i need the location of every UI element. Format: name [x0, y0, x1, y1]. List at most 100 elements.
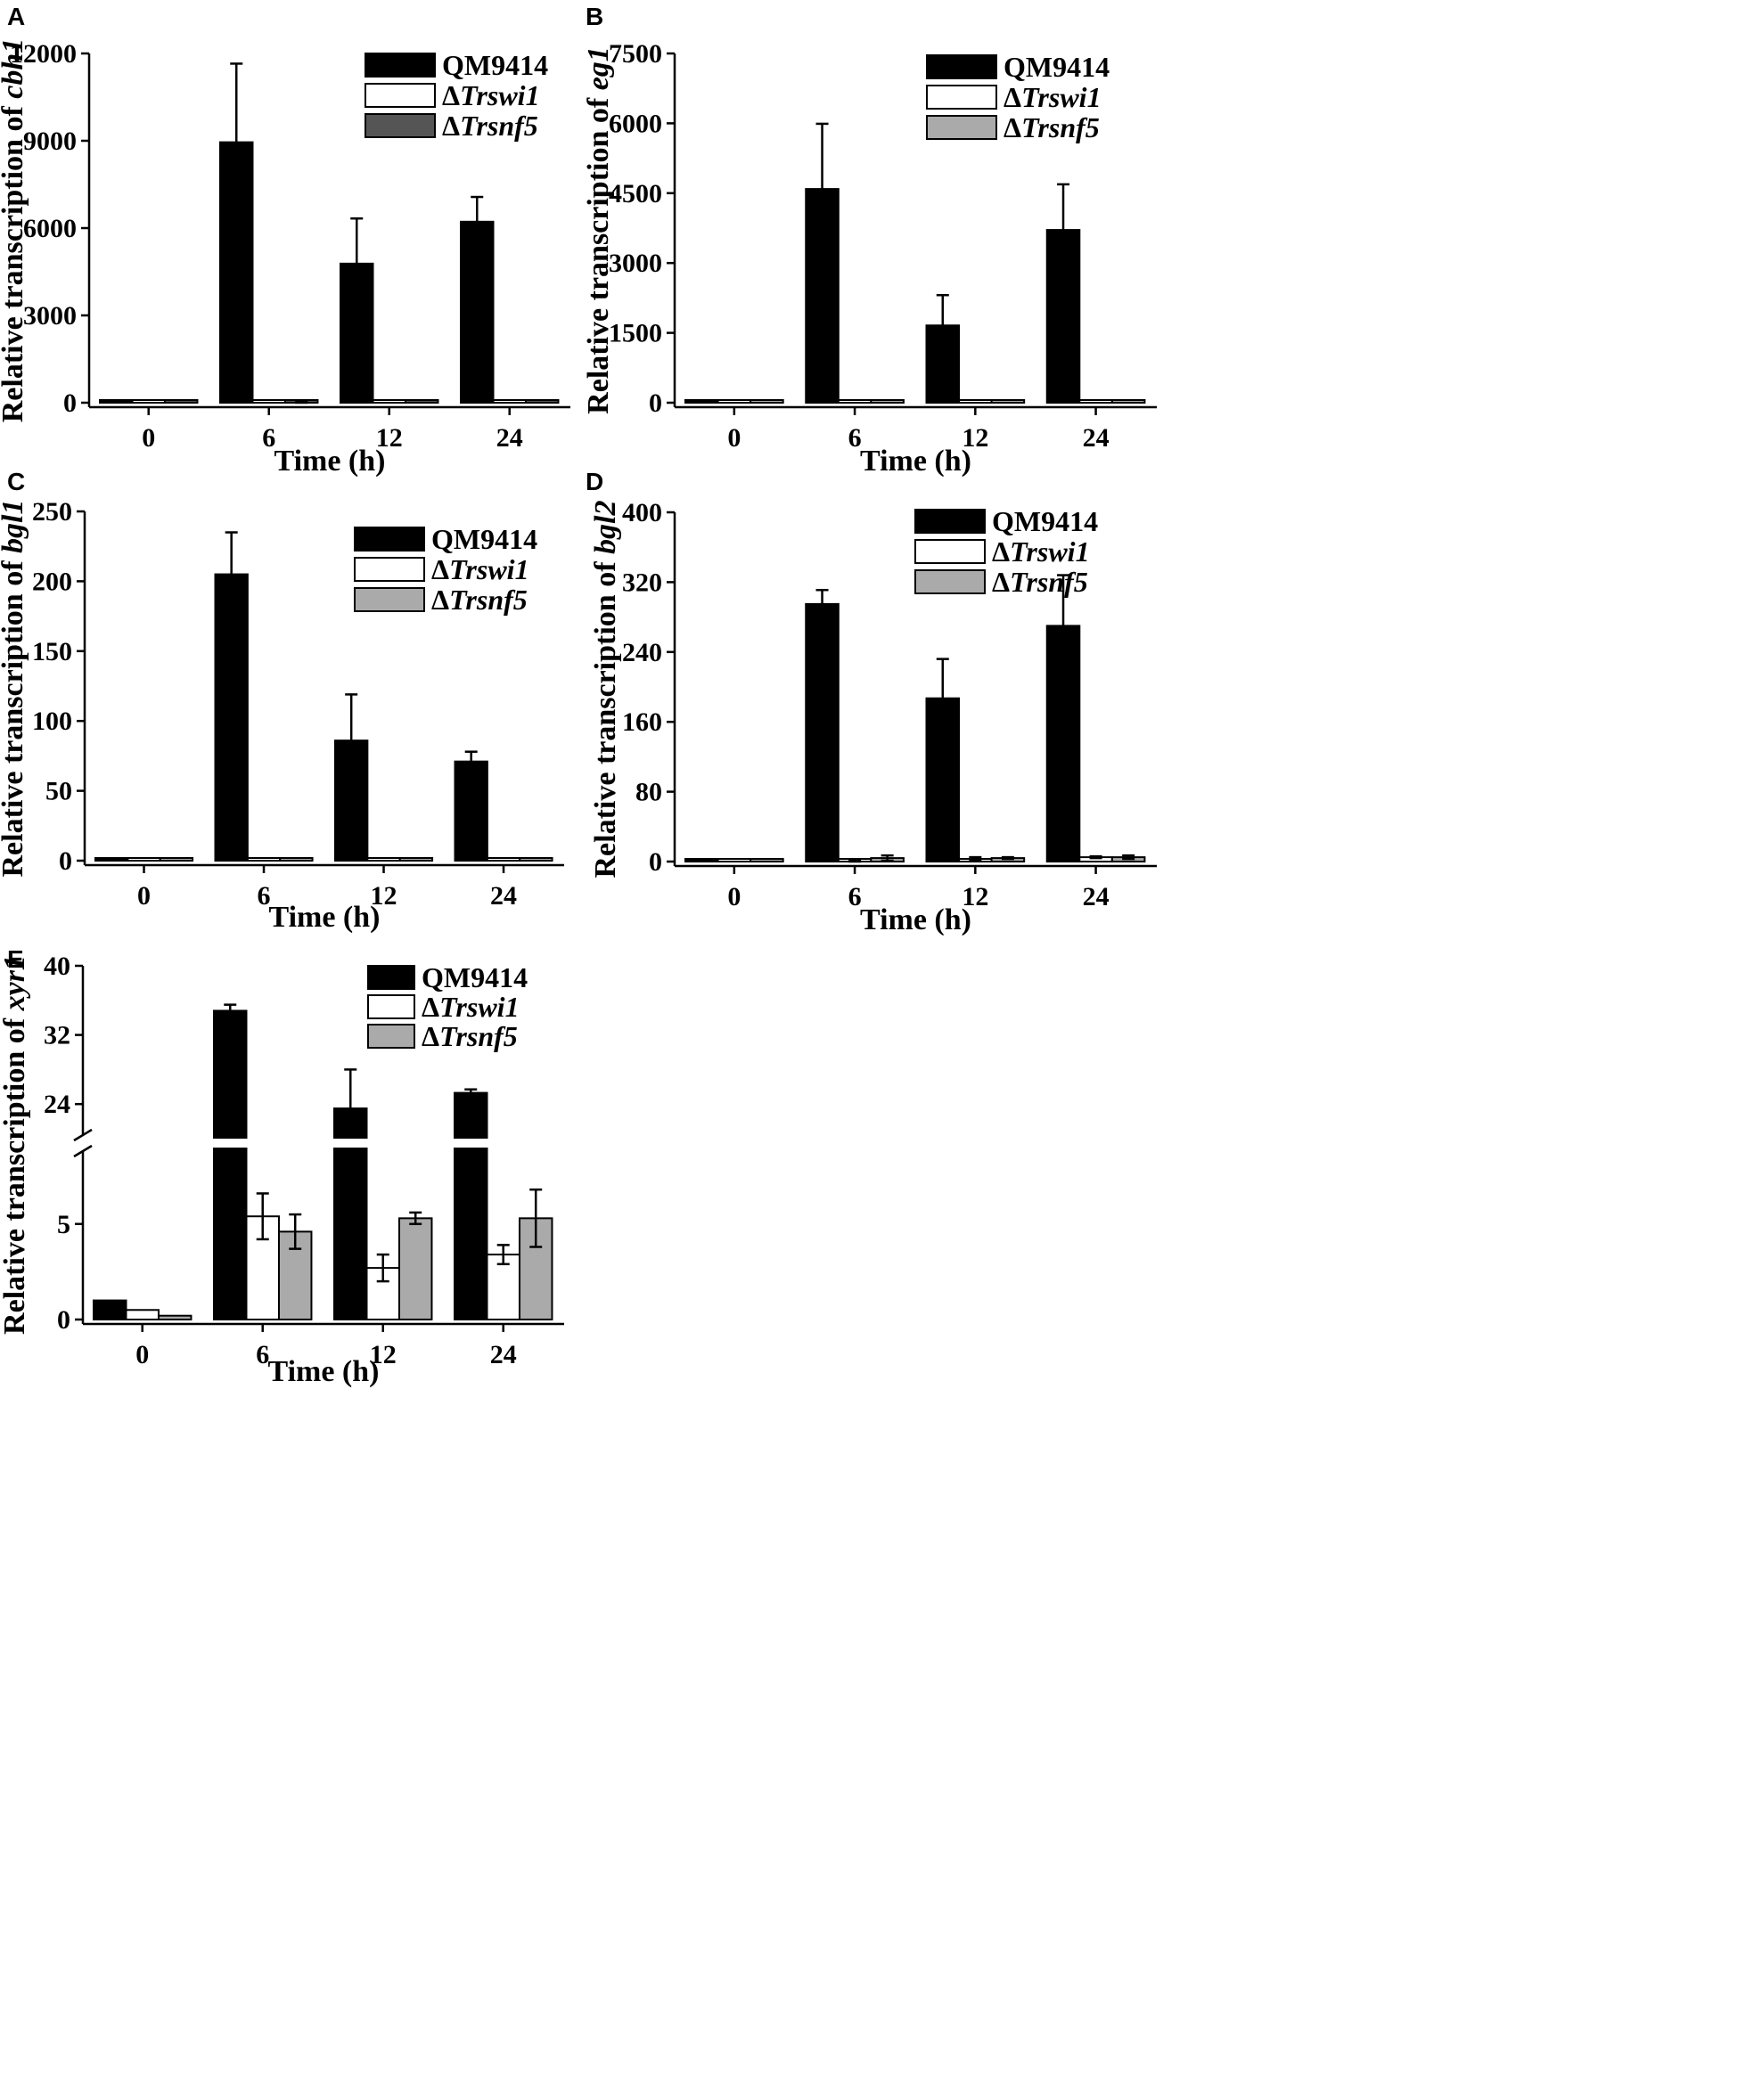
- panel-letter: A: [7, 3, 25, 30]
- legend-label: ΔTrswi1: [431, 553, 529, 585]
- legend-label-name: Trswi1: [439, 991, 520, 1023]
- bar-d-s0-t0: [684, 858, 719, 862]
- legend-label-name: Trswi1: [449, 553, 529, 585]
- bar-d-s2-t0: [750, 858, 784, 862]
- x-tick-label: 24: [490, 881, 517, 911]
- legend-label: QM9414: [422, 961, 528, 993]
- x-tick-label: 24: [1083, 423, 1110, 453]
- y-axis-title-prefix: Relative transcription of: [0, 553, 29, 878]
- legend-label: ΔTrswi1: [442, 79, 540, 111]
- y-axis-title-gene: cbh1: [0, 38, 29, 99]
- legend-label-prefix: Δ: [422, 991, 439, 1023]
- legend-swatch: [367, 965, 415, 990]
- bar-c-s1-t0: [127, 857, 161, 862]
- bar-a-s1-t6: [251, 399, 286, 404]
- legend-swatch: [914, 569, 986, 594]
- bar-b-s0-t12: [925, 324, 961, 404]
- y-axis-title-prefix: Relative transcription of: [589, 554, 622, 878]
- legend-swatch: [367, 1024, 415, 1049]
- x-tick-label: 24: [1083, 882, 1110, 911]
- bar-a-s2-t24: [524, 399, 560, 404]
- legend-swatch: [914, 539, 986, 564]
- y-axis-title: Relative transcription of bgl1: [0, 500, 29, 878]
- y-axis-title: Relative transcription of bgl2: [589, 501, 622, 878]
- x-tick-label: 12: [371, 881, 397, 911]
- legend-swatch: [365, 53, 436, 78]
- y-axis-title-gene: xyr1: [0, 955, 31, 1011]
- legend-label-name: Trsnf5: [1021, 111, 1100, 143]
- y-axis-title-gene: eg1: [582, 46, 615, 90]
- legend-label: ΔTrswi1: [992, 535, 1090, 568]
- legend-label-name: QM9414: [442, 49, 548, 81]
- x-tick-label: 6: [256, 1340, 269, 1369]
- legend-label-prefix: Δ: [992, 566, 1010, 598]
- x-tick-label: 6: [848, 882, 862, 911]
- x-tick-label: 6: [262, 423, 275, 453]
- y-tick-label: 5: [57, 1210, 70, 1239]
- x-tick-label: 24: [490, 1340, 517, 1369]
- legend-label-prefix: Δ: [431, 584, 449, 616]
- bar-a-s1-t12: [372, 399, 406, 404]
- y-tick-label: 6000: [609, 109, 662, 138]
- legend-swatch: [914, 509, 986, 534]
- panel-letter: C: [7, 468, 25, 495]
- axis-break-mark: [73, 1128, 93, 1142]
- legend-label: QM9414: [1004, 51, 1110, 83]
- y-tick-label: 150: [32, 637, 72, 666]
- bar-e-s2-t0: [157, 1314, 193, 1320]
- y-tick-label: 0: [63, 388, 77, 418]
- legend-label-name: QM9414: [992, 505, 1098, 537]
- legend-label-name: Trsnf5: [439, 1020, 518, 1052]
- y-tick-label: 0: [59, 846, 72, 876]
- legend-label: ΔTrswi1: [1004, 81, 1102, 113]
- chart-panel-b: 0 6 12 24 0 1500 3000 4500 6000 7500 Time (h) Relat…: [582, 3, 1157, 478]
- y-tick-label: 40: [44, 952, 70, 981]
- y-tick-label: 32: [44, 1021, 70, 1050]
- y-tick-label: 4500: [609, 179, 662, 208]
- x-tick-label: 0: [137, 881, 151, 911]
- legend-label-prefix: Δ: [422, 1020, 439, 1052]
- bar-c-s0-t0: [94, 857, 129, 862]
- legend-swatch: [365, 83, 436, 108]
- y-tick-label: 160: [622, 707, 662, 737]
- y-tick-label: 400: [622, 498, 662, 527]
- bar-e-s0-t6: [213, 1009, 248, 1320]
- bar-c-s2-t12: [398, 857, 434, 862]
- bar-c-s2-t6: [279, 857, 314, 862]
- legend-label-name: Trsnf5: [449, 584, 528, 616]
- x-tick-label: 12: [376, 423, 403, 453]
- y-axis-title-prefix: Relative transcription of: [582, 90, 615, 414]
- bar-c-s1-t24: [486, 857, 521, 862]
- bar-c-s2-t24: [519, 857, 553, 862]
- legend-label: QM9414: [442, 49, 548, 81]
- legend-label-name: QM9414: [1004, 51, 1110, 83]
- legend-label: ΔTrsnf5: [1004, 111, 1100, 143]
- legend-label-prefix: Δ: [431, 553, 449, 585]
- x-axis-title: Time (h): [274, 445, 386, 478]
- bar-e-s0-t24: [454, 1091, 488, 1320]
- bar-a-s1-t0: [131, 399, 166, 404]
- y-tick-label: 0: [649, 388, 662, 418]
- x-tick-label: 0: [727, 423, 741, 453]
- legend-label-name: QM9414: [431, 523, 537, 555]
- legend-swatch: [354, 587, 425, 612]
- bar-e-s2-t12: [397, 1217, 433, 1321]
- y-axis-title-prefix: Relative transcription of: [0, 99, 29, 423]
- x-tick-label: 0: [727, 882, 741, 911]
- x-axis-title: Time (h): [860, 903, 971, 936]
- bar-c-s0-t24: [454, 760, 488, 862]
- bar-c-s2-t0: [159, 857, 194, 862]
- y-axis-title: Relative transcription of xyr1: [0, 955, 31, 1335]
- legend-swatch: [354, 557, 425, 582]
- legend-swatch: [926, 54, 997, 79]
- legend-label: ΔTrsnf5: [992, 566, 1088, 598]
- x-tick-label: 12: [962, 882, 988, 911]
- legend-swatch: [926, 115, 997, 140]
- x-tick-label: 12: [370, 1340, 397, 1369]
- y-axis-title-gene: bgl2: [589, 501, 622, 554]
- legend-swatch: [354, 527, 425, 552]
- y-tick-label: 240: [622, 638, 662, 667]
- y-tick-label: 0: [649, 847, 662, 877]
